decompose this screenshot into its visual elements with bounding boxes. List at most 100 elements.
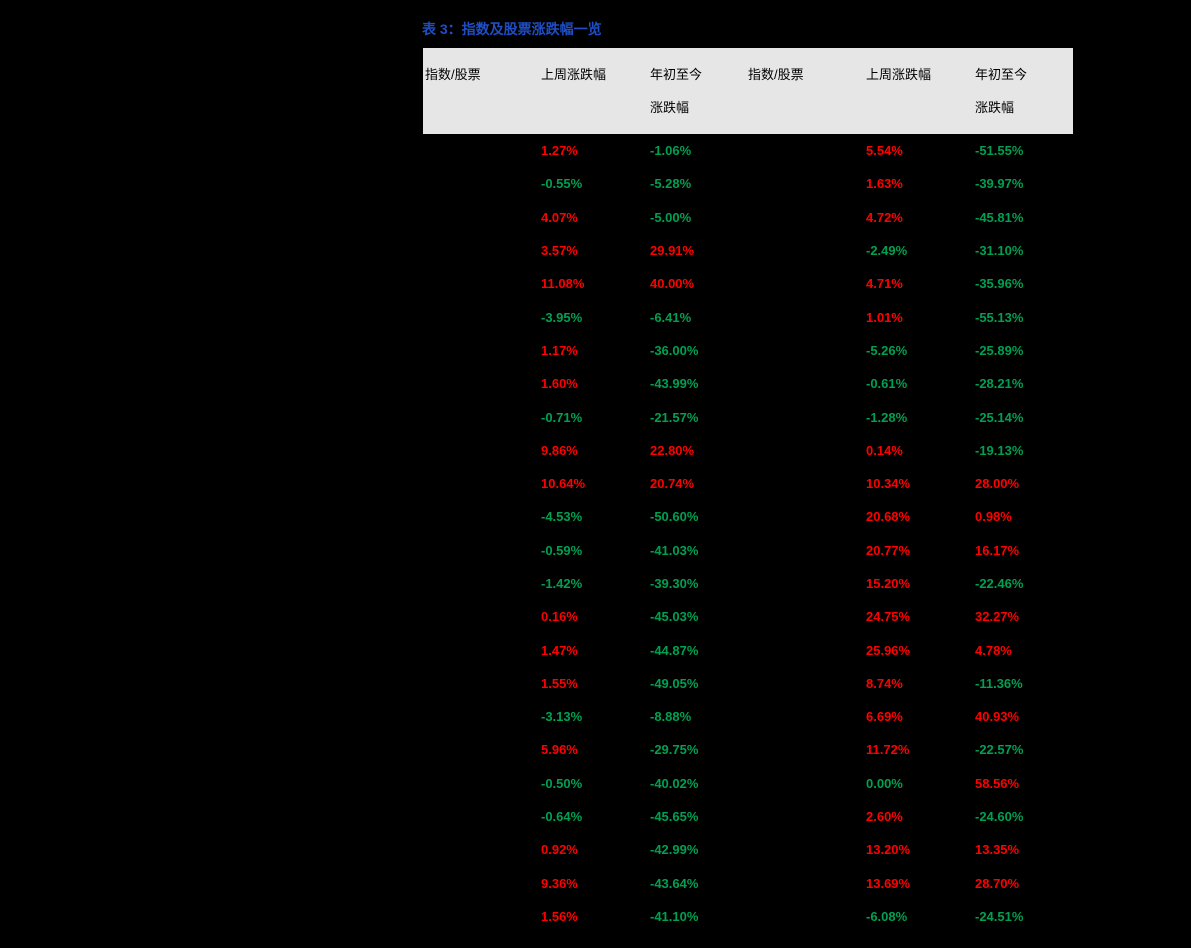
cell-ytd-left: -8.88% <box>650 709 692 725</box>
cell-ytd-right: -31.10% <box>975 243 1024 259</box>
cell-name-right <box>748 400 866 433</box>
cell-weekly-right: -1.28% <box>866 409 908 425</box>
cell-name-left <box>423 134 541 167</box>
cell-ytd-right: -22.46% <box>975 576 1024 591</box>
cell-ytd-left: -49.05% <box>650 675 699 691</box>
table-row: 1.56% -41.10% -6.08% -24.51% <box>423 900 1073 933</box>
column-header-name-left: 指数/股票 <box>423 48 541 134</box>
cell-weekly-left: 10.64% <box>541 476 586 492</box>
cell-ytd-left: -40.02% <box>650 775 699 791</box>
cell-weekly-right: 20.77% <box>866 542 911 558</box>
cell-name-right <box>748 767 866 800</box>
cell-name-left <box>423 900 541 933</box>
table-row: 4.07% -5.00% 4.72% -45.81% <box>423 201 1073 234</box>
cell-ytd-right: 32.27% <box>975 609 1020 625</box>
cell-weekly-right: 2.60% <box>866 809 903 825</box>
cell-weekly-left: 4.07% <box>541 209 578 225</box>
cell-weekly-right: 5.54% <box>866 143 903 159</box>
cell-ytd-left: -43.99% <box>650 376 699 392</box>
cell-ytd-right: 40.93% <box>975 709 1020 725</box>
cell-weekly-left: 9.86% <box>541 442 578 458</box>
cell-weekly-left: 1.27% <box>541 143 578 159</box>
table-row: 1.55% -49.05% 8.74% -11.36% <box>423 667 1073 700</box>
cell-ytd-left: -45.03% <box>650 609 699 625</box>
cell-weekly-left: 9.36% <box>541 875 578 891</box>
cell-weekly-right: -6.08% <box>866 908 908 924</box>
cell-name-left <box>423 334 541 367</box>
cell-ytd-left: -39.30% <box>650 576 699 591</box>
cell-weekly-right: 0.00% <box>866 775 903 791</box>
table-row: -0.55% -5.28% 1.63% -39.97% <box>423 167 1073 200</box>
cell-weekly-left: 1.17% <box>541 342 578 358</box>
table-row: 5.96% -29.75% 11.72% -22.57% <box>423 733 1073 766</box>
cell-weekly-left: 0.92% <box>541 842 578 858</box>
table-row: -0.64% -45.65% 2.60% -24.60% <box>423 800 1073 833</box>
cell-weekly-left: 0.16% <box>541 609 578 625</box>
cell-weekly-right: -5.26% <box>866 342 908 358</box>
table-row: 3.57% 29.91% -2.49% -31.10% <box>423 234 1073 267</box>
cell-ytd-left: 40.00% <box>650 276 695 292</box>
cell-name-right <box>748 633 866 666</box>
table-row: 9.36% -43.64% 13.69% 28.70% <box>423 867 1073 900</box>
cell-name-left <box>423 201 541 234</box>
cell-ytd-left: -5.00% <box>650 209 692 225</box>
cell-weekly-right: 15.20% <box>866 576 911 591</box>
cell-ytd-right: -39.97% <box>975 176 1024 192</box>
cell-name-left <box>423 733 541 766</box>
table-row: 1.47% -44.87% 25.96% 4.78% <box>423 633 1073 666</box>
cell-ytd-left: 22.80% <box>650 442 695 458</box>
cell-name-right <box>748 600 866 633</box>
cell-name-left <box>423 167 541 200</box>
table-body: 1.27% -1.06% 5.54% -51.55% -0.55% -5.28% 1.63%… <box>423 134 1073 933</box>
cell-name-left <box>423 367 541 400</box>
cell-weekly-right: 11.72% <box>866 742 910 758</box>
cell-ytd-right: 16.17% <box>975 542 1020 558</box>
cell-ytd-right: -24.60% <box>975 809 1024 825</box>
cell-ytd-left: 29.91% <box>650 243 695 259</box>
column-header-ytd-left: 年初至今 涨跌幅 <box>650 48 748 134</box>
performance-table: 指数/股票 上周涨跌幅 年初至今 涨跌幅 指数/股票 <box>423 48 1073 933</box>
cell-weekly-right: -0.61% <box>866 376 908 392</box>
table-row: 10.64% 20.74% 10.34% 28.00% <box>423 467 1073 500</box>
cell-ytd-left: -21.57% <box>650 409 699 425</box>
table-row: 11.08% 40.00% 4.71% -35.96% <box>423 267 1073 300</box>
cell-ytd-right: -24.51% <box>975 908 1024 924</box>
cell-weekly-left: 1.47% <box>541 642 578 658</box>
column-header-text: 上周涨跌幅 <box>541 67 607 82</box>
cell-weekly-left: 3.57% <box>541 243 578 259</box>
cell-name-left <box>423 633 541 666</box>
cell-ytd-right: -19.13% <box>975 442 1024 458</box>
table-header-row: 指数/股票 上周涨跌幅 年初至今 涨跌幅 指数/股票 <box>423 48 1073 134</box>
cell-name-left <box>423 767 541 800</box>
cell-weekly-right: 13.20% <box>866 842 911 858</box>
cell-weekly-left: -3.13% <box>541 709 583 725</box>
cell-name-left <box>423 434 541 467</box>
cell-ytd-left: -44.87% <box>650 642 699 658</box>
cell-name-left <box>423 400 541 433</box>
table-row: 9.86% 22.80% 0.14% -19.13% <box>423 434 1073 467</box>
cell-ytd-right: -22.57% <box>975 742 1024 758</box>
table-row: -0.71% -21.57% -1.28% -25.14% <box>423 400 1073 433</box>
cell-weekly-right: -2.49% <box>866 243 908 259</box>
cell-ytd-left: -50.60% <box>650 509 699 525</box>
cell-name-left <box>423 667 541 700</box>
table-row: -1.42% -39.30% 15.20% -22.46% <box>423 567 1073 600</box>
cell-name-right <box>748 534 866 567</box>
cell-ytd-left: -1.06% <box>650 143 692 159</box>
cell-name-right <box>748 567 866 600</box>
column-header-weekly-left: 上周涨跌幅 <box>541 48 650 134</box>
column-header-text-line1: 年初至今 <box>650 67 703 82</box>
cell-weekly-right: 13.69% <box>866 875 911 891</box>
cell-weekly-right: 25.96% <box>866 642 911 658</box>
performance-table-container: 指数/股票 上周涨跌幅 年初至今 涨跌幅 指数/股票 <box>423 48 1073 933</box>
cell-weekly-left: 5.96% <box>541 742 578 758</box>
table-row: -0.59% -41.03% 20.77% 16.17% <box>423 534 1073 567</box>
cell-weekly-right: 1.01% <box>866 309 903 325</box>
cell-name-right <box>748 700 866 733</box>
cell-name-left <box>423 600 541 633</box>
cell-name-right <box>748 300 866 333</box>
cell-ytd-right: -28.21% <box>975 376 1024 392</box>
cell-weekly-left: -0.50% <box>541 775 583 791</box>
cell-ytd-left: -42.99% <box>650 842 699 858</box>
cell-ytd-right: -55.13% <box>975 309 1024 325</box>
